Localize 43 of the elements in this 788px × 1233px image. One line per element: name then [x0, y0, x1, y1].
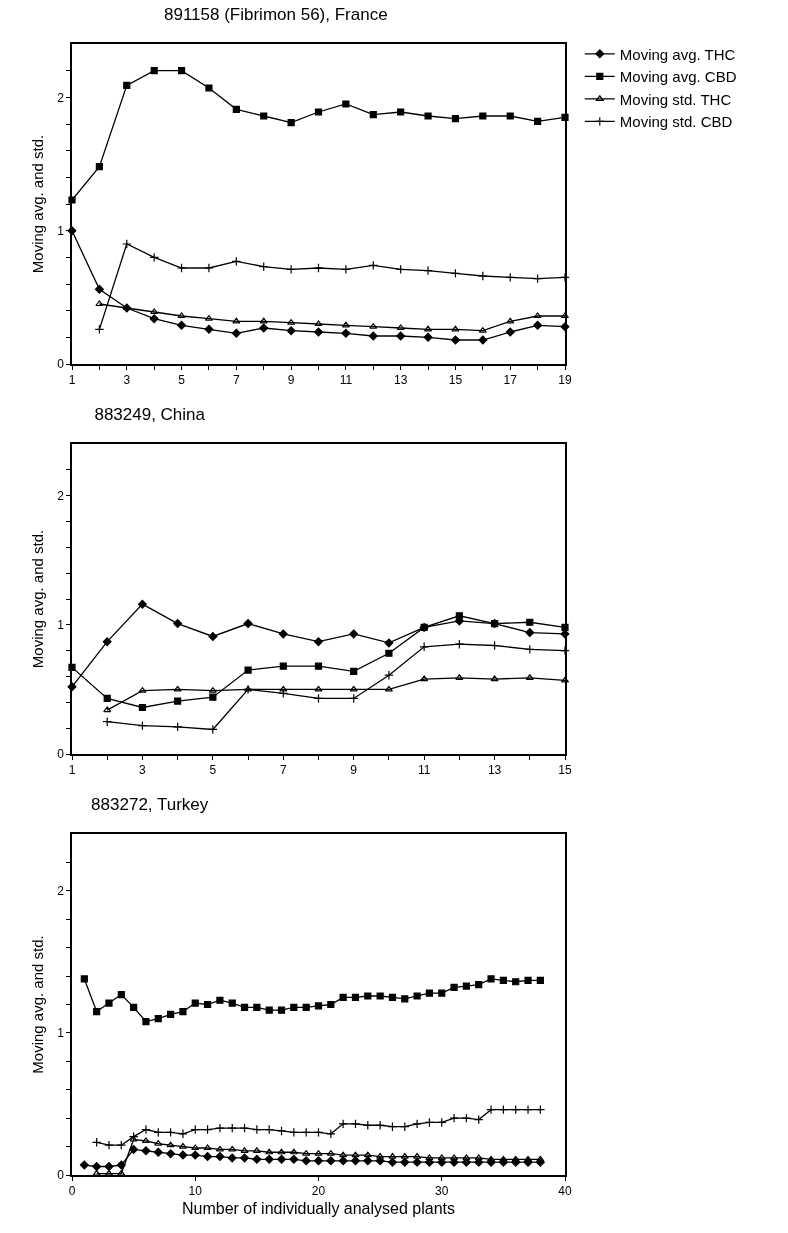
x-tick-label: 10 [188, 1184, 203, 1199]
x-tick-label: 1 [68, 373, 76, 388]
legend-label: Moving avg. THC [619, 45, 736, 63]
y-tick-label: 1 [57, 618, 65, 633]
y-axis-title: Moving avg. and std. [28, 935, 46, 1074]
chart-title: 883272, Turkey [91, 794, 209, 814]
x-tick-label: 11 [417, 763, 431, 778]
x-tick-label: 1 [68, 763, 76, 778]
x-tick-label: 5 [178, 373, 186, 388]
x-tick-label: 5 [209, 763, 217, 778]
x-tick-label: 0 [68, 1184, 76, 1199]
chart-title: 883249, China [94, 404, 206, 424]
y-axis-title: Moving avg. and std. [28, 134, 46, 274]
y-tick-label: 1 [57, 223, 65, 238]
x-tick-label: 9 [287, 373, 295, 388]
y-tick-label: 2 [57, 884, 65, 899]
y-axis-title: Moving avg. and std. [28, 529, 46, 669]
y-tick-label: 2 [57, 90, 65, 105]
legend-label: Moving std. CBD [619, 113, 733, 131]
y-tick-label: 0 [57, 1168, 65, 1183]
x-tick-label: 15 [558, 763, 572, 778]
x-tick-label: 20 [311, 1184, 326, 1199]
chart-title: 891158 (Fibrimon 56), France [163, 4, 388, 24]
x-tick-label: 9 [350, 763, 358, 778]
y-tick-label: 1 [57, 1026, 65, 1041]
x-axis-title: Number of individually analysed plants [181, 1200, 456, 1218]
legend-label: Moving avg. CBD [619, 68, 737, 86]
x-tick-label: 11 [339, 373, 353, 388]
x-tick-label: 13 [487, 763, 502, 778]
x-tick-label: 30 [435, 1184, 449, 1199]
y-tick-label: 2 [57, 488, 65, 503]
x-tick-label: 15 [448, 373, 463, 388]
x-tick-label: 17 [503, 373, 518, 388]
x-tick-label: 7 [279, 763, 287, 778]
x-tick-label: 7 [232, 373, 240, 388]
x-tick-label: 40 [558, 1184, 572, 1199]
x-tick-label: 13 [393, 373, 408, 388]
x-tick-label: 3 [123, 373, 131, 388]
legend-label: Moving std. THC [619, 90, 732, 108]
y-tick-label: 0 [57, 357, 65, 372]
x-tick-label: 19 [558, 373, 572, 388]
x-tick-label: 3 [139, 763, 147, 778]
y-tick-label: 0 [57, 747, 65, 762]
